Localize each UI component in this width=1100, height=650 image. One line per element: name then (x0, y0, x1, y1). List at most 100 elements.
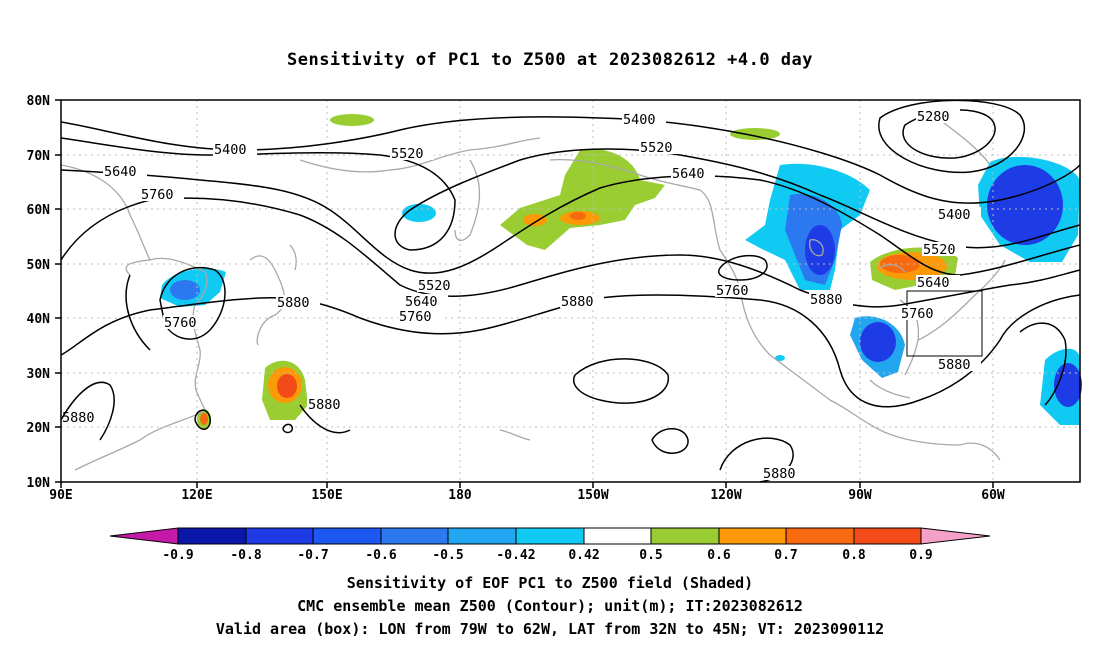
colorbar-label: -0.5 (432, 548, 463, 563)
shade-deep-blue-core (987, 165, 1063, 245)
contour-label: 5880 (277, 295, 310, 311)
shade-orange-patch (523, 214, 547, 226)
contour-5760-closed (718, 254, 768, 281)
shade-cyan-patch (775, 355, 785, 361)
contour-label: 5520 (418, 278, 451, 294)
coastline-kamchatka (454, 159, 481, 242)
longitude-labels: 90E 120E 150E 180 150W 120W 90W 60W (49, 488, 1005, 503)
contour-label: 5400 (938, 207, 971, 223)
map-title: Sensitivity of PC1 to Z500 at 2023082612… (286, 50, 813, 70)
lat-label: 10N (27, 476, 51, 491)
contour-5880-closed (651, 428, 689, 454)
coastline-central-america (879, 429, 1001, 461)
contour-label: 5400 (623, 112, 656, 128)
colorbar-label: -0.42 (496, 548, 535, 563)
colorbar-label: 0.6 (707, 548, 731, 563)
coastline-china (74, 257, 208, 471)
colorbar-cell (515, 527, 585, 545)
contour-5880-east-pacific (573, 358, 669, 404)
colorbar-cell (245, 527, 314, 545)
lon-label: 150E (311, 488, 342, 503)
colorbar-cell (718, 527, 787, 545)
colorbar-label: 0.9 (909, 548, 932, 563)
contour-5880-taiwan (194, 409, 211, 430)
coastline-sakhalin (289, 244, 297, 271)
contour-label: 5520 (923, 242, 956, 258)
colorbar-label: -0.8 (230, 548, 261, 563)
shade-deep-blue-core (860, 322, 896, 362)
contour-5760 (60, 197, 1081, 308)
shade-green-patch (330, 114, 374, 126)
coastline-canada-east (917, 259, 1006, 341)
contour-label: 5640 (672, 166, 705, 182)
shade-orange-core (570, 212, 586, 220)
colorbar-label: -0.6 (365, 548, 396, 563)
contour-label: 5760 (399, 309, 432, 325)
colorbar-label: 0.42 (568, 548, 599, 563)
lon-label: 90E (49, 488, 72, 503)
shade-blue-core (170, 280, 200, 300)
colorbar-labels: -0.9 -0.8 -0.7 -0.6 -0.5 -0.42 0.42 0.5 … (162, 548, 932, 563)
contour-5520 (60, 137, 1081, 251)
contour-5880-atlantic (1019, 322, 1067, 406)
caption-valid-area: Valid area (box): LON from 79W to 62W, L… (215, 620, 885, 638)
colorbar-cell (447, 527, 517, 545)
contour-5880-pacific (282, 423, 294, 434)
lat-label: 80N (27, 94, 51, 109)
lon-label: 150W (577, 488, 608, 503)
contour-label: 5640 (104, 164, 137, 180)
contour-5880-west (60, 381, 115, 441)
colorbar-right-arrow (920, 527, 991, 545)
lon-label: 120W (710, 488, 741, 503)
tick-marks (55, 99, 994, 488)
colorbar-cell (380, 527, 449, 545)
contour-label: 5880 (763, 466, 796, 482)
contour-label: 5760 (141, 187, 174, 203)
colorbar-left-arrow (109, 527, 179, 545)
lat-label: 60N (27, 203, 51, 218)
valid-area-box (906, 290, 983, 357)
colorbar (109, 527, 991, 545)
shade-deep-blue-core (805, 225, 835, 275)
shade-orange-core (880, 255, 920, 273)
sensitivity-shading (160, 114, 1082, 429)
contour-labels: 5400 5520 5640 5760 5400 5520 5640 5520 … (103, 109, 981, 482)
coastline-florida (869, 379, 911, 399)
contour-label: 5880 (561, 294, 594, 310)
contour-label: 5400 (214, 142, 247, 158)
lon-label: 180 (448, 488, 472, 503)
lat-label: 30N (27, 367, 51, 382)
contour-5880-wpac (299, 404, 351, 434)
great-lakes (879, 264, 906, 273)
contour-label: 5880 (810, 292, 843, 308)
caption-shading: Sensitivity of EOF PC1 to Z500 field (Sh… (346, 574, 754, 592)
colorbar-cell (177, 527, 247, 545)
shade-green-patch (730, 128, 780, 140)
contour-5760-china (159, 266, 226, 340)
colorbar-cell (312, 527, 382, 545)
colorbar-cell (650, 527, 720, 545)
z500-contours (60, 99, 1081, 483)
shade-deep-blue-core (1054, 363, 1082, 407)
contour-label: 5280 (917, 109, 950, 125)
contour-label: 5880 (308, 397, 341, 413)
coastline-greenland (939, 119, 991, 166)
colorbar-cell (785, 527, 855, 545)
caption-contour: CMC ensemble mean Z500 (Contour); unit(m… (297, 597, 803, 615)
colorbar-label: 0.8 (842, 548, 866, 563)
lat-label: 70N (27, 149, 51, 164)
colorbar-label: -0.9 (162, 548, 193, 563)
contour-label-edge: 5880 (62, 410, 95, 426)
colorbar-cell (583, 527, 652, 545)
lat-label: 40N (27, 312, 51, 327)
contour-5760-coast (125, 274, 151, 351)
coastline-alaska (549, 159, 721, 251)
colorbar-label: 0.5 (639, 548, 662, 563)
colorbar-label: -0.7 (297, 548, 328, 563)
shade-orange-core (200, 413, 208, 425)
contour-label: 5760 (716, 283, 749, 299)
contour-label: 5520 (640, 140, 673, 156)
lake-winnipeg (809, 239, 824, 257)
lon-label: 120E (181, 488, 212, 503)
